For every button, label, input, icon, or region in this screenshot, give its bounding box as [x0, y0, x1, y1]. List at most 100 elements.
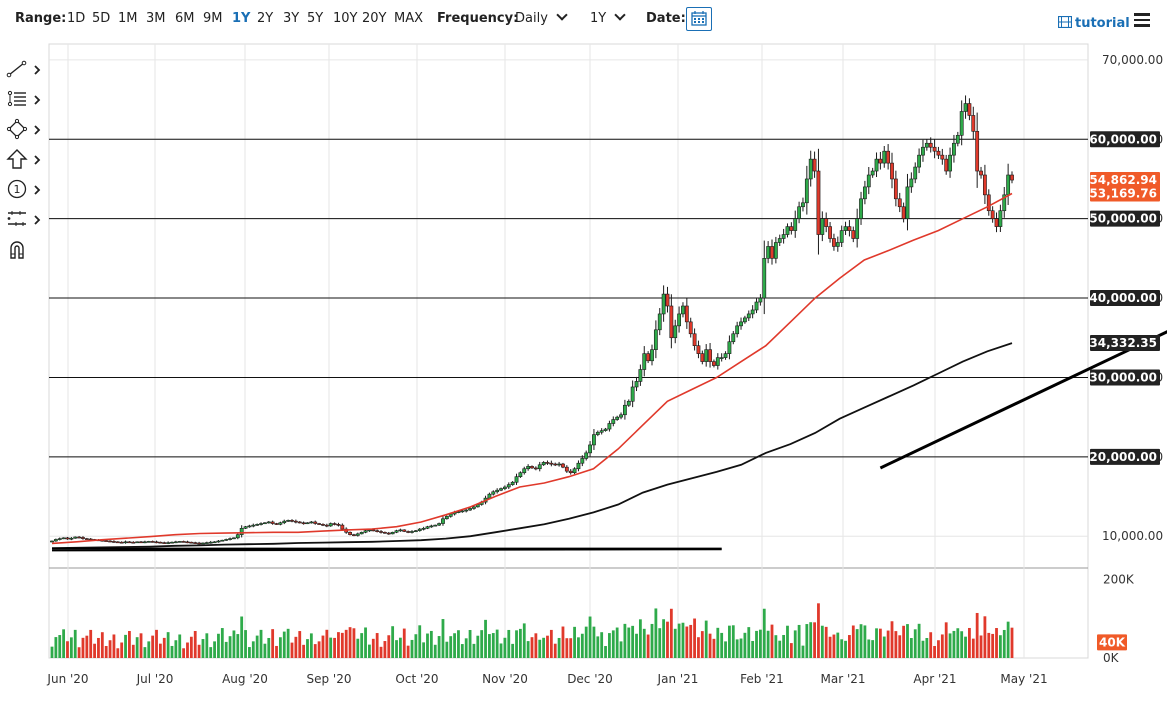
- range-6m[interactable]: 6M: [175, 11, 195, 26]
- volume-bar: [178, 634, 182, 658]
- candle: [673, 325, 678, 339]
- date-picker-button[interactable]: [686, 7, 712, 31]
- volume-bar: [402, 628, 406, 658]
- candle: [824, 218, 829, 227]
- candle: [913, 166, 918, 180]
- candle: [789, 226, 794, 231]
- candle: [541, 462, 546, 466]
- volume-bar: [728, 625, 731, 658]
- volume-bar: [975, 612, 979, 658]
- candle: [383, 531, 387, 534]
- candle: [979, 170, 983, 176]
- candle: [777, 238, 782, 243]
- price-label-box: [1090, 448, 1160, 465]
- volume-bar: [689, 624, 693, 658]
- candle: [239, 528, 244, 535]
- candle: [84, 538, 89, 540]
- volume-bar: [654, 608, 658, 658]
- candle: [623, 404, 627, 416]
- price-label: 20,000.00: [1089, 448, 1160, 465]
- candle: [820, 218, 825, 235]
- volume-bar: [739, 638, 743, 658]
- candle: [108, 540, 112, 543]
- volume-bar: [828, 636, 832, 658]
- candle: [677, 313, 681, 327]
- volume-bar: [983, 616, 987, 658]
- volume-bar: [302, 644, 306, 658]
- measure-tool[interactable]: [6, 208, 46, 232]
- candle: [681, 305, 685, 315]
- volume-bar: [747, 627, 751, 658]
- candle: [332, 523, 337, 525]
- volume-bar: [774, 635, 778, 658]
- period-select[interactable]: 1Y: [590, 9, 626, 26]
- range-5y[interactable]: 5Y: [307, 11, 324, 26]
- range-1m[interactable]: 1M: [118, 11, 138, 26]
- candle: [235, 534, 240, 539]
- volume-bar: [58, 635, 62, 658]
- range-9m[interactable]: 9M: [203, 11, 223, 26]
- x-tick-label: Jul '20: [136, 672, 174, 686]
- volume-bar: [275, 645, 278, 658]
- volume-bar: [832, 634, 836, 658]
- range-1y[interactable]: 1Y: [232, 11, 251, 26]
- candle: [139, 541, 143, 544]
- volume-bar: [650, 623, 654, 658]
- volume-bar: [867, 639, 871, 658]
- volume-bar: [669, 608, 673, 658]
- range-3m[interactable]: 3M: [146, 11, 166, 26]
- candle: [514, 476, 519, 483]
- candle: [131, 541, 136, 544]
- fib-tool[interactable]: [6, 88, 46, 112]
- candle: [932, 146, 937, 152]
- volume-bar: [317, 641, 321, 658]
- candle: [472, 506, 476, 509]
- volume-bar: [182, 648, 186, 658]
- menu-button[interactable]: [1134, 13, 1150, 27]
- candle: [553, 463, 558, 466]
- magnet-tool[interactable]: [6, 238, 46, 262]
- volume-bar: [894, 631, 898, 658]
- volume-bar: [162, 637, 166, 658]
- volume-bar: [124, 634, 127, 658]
- range-3y[interactable]: 3Y: [283, 11, 300, 26]
- trendline-tool[interactable]: [6, 58, 46, 82]
- candle: [568, 470, 573, 474]
- candle: [390, 531, 395, 535]
- candle: [754, 301, 759, 311]
- volume-bar: [878, 628, 882, 658]
- shapes-tool[interactable]: [6, 118, 46, 142]
- volume-bar: [457, 630, 460, 658]
- candle: [425, 526, 430, 529]
- candle: [715, 357, 720, 366]
- price-label: 34,332.35: [1089, 335, 1160, 352]
- volume-bar: [147, 641, 151, 658]
- volume-bar: [368, 644, 371, 658]
- arrow-tool[interactable]: [6, 148, 46, 172]
- range-1d[interactable]: 1D: [67, 11, 86, 26]
- volume-bar: [484, 619, 487, 658]
- range-10y[interactable]: 10Y: [333, 11, 358, 26]
- chevron-right-icon: [34, 95, 41, 105]
- volume-bar: [232, 630, 236, 658]
- annotation-tool[interactable]: 1: [6, 178, 46, 202]
- candle: [154, 541, 159, 544]
- candle: [793, 218, 798, 231]
- volume-bar: [174, 640, 178, 658]
- range-2y[interactable]: 2Y: [257, 11, 274, 26]
- x-tick-label: Jun '20: [46, 672, 88, 686]
- volume-bar: [929, 632, 933, 658]
- volume-bar: [882, 636, 886, 658]
- range-max[interactable]: MAX: [394, 11, 424, 26]
- volume-bar: [441, 619, 445, 658]
- range-20y[interactable]: 20Y: [362, 11, 387, 26]
- number-circle-icon: 1: [7, 179, 27, 199]
- candle: [336, 524, 341, 526]
- tutorial-link[interactable]: tutorial: [1057, 15, 1130, 31]
- candle: [905, 186, 910, 219]
- candle: [506, 484, 511, 488]
- frequency-select[interactable]: Daily: [515, 9, 568, 26]
- range-5d[interactable]: 5D: [92, 11, 111, 26]
- candle: [317, 523, 321, 525]
